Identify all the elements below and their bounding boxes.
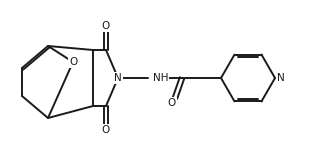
Text: NH: NH	[153, 73, 169, 83]
Text: N: N	[277, 73, 285, 83]
Text: O: O	[102, 125, 110, 135]
Text: N: N	[114, 73, 122, 83]
Text: O: O	[168, 98, 176, 108]
Text: O: O	[102, 21, 110, 31]
Text: O: O	[69, 57, 77, 67]
